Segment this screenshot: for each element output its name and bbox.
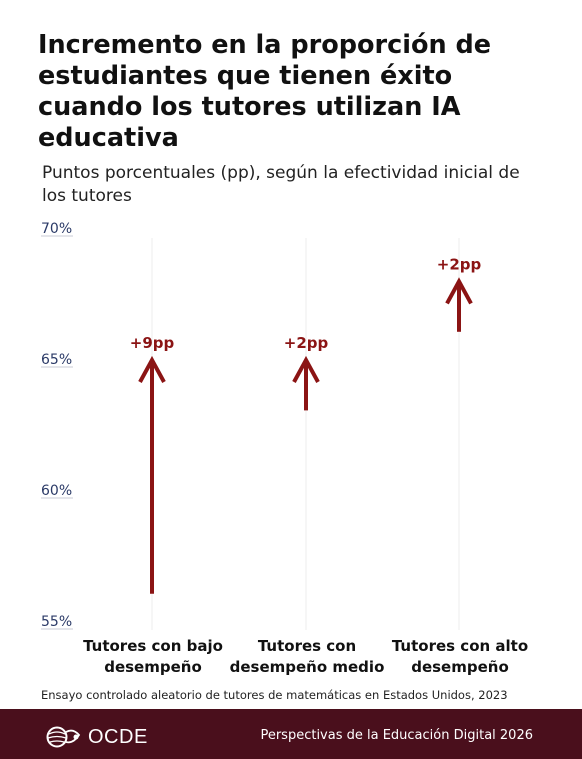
y-tick-label: 65% bbox=[41, 352, 72, 368]
arrow-head bbox=[445, 277, 473, 305]
chart-title: Incremento en la proporción de estudiant… bbox=[38, 30, 492, 153]
arrow-chart: 55% 60% 65% 70% +9pp +2pp +2pp Tutores con bajo… bbox=[41, 221, 528, 676]
oecd-globe-icon bbox=[46, 726, 81, 748]
change-label: +9pp bbox=[130, 334, 175, 352]
category-label: Tutores con alto desempeño bbox=[392, 637, 528, 676]
source-note: Ensayo controlado aleatorio de tutores d… bbox=[41, 688, 508, 702]
y-tick-label: 60% bbox=[41, 483, 72, 499]
oecd-logo: OCDE bbox=[46, 726, 148, 748]
arrow-head bbox=[138, 355, 166, 383]
y-tick-label: 70% bbox=[41, 221, 72, 237]
category-label: Tutores con desempeño medio bbox=[230, 637, 385, 676]
publication-name: Perspectivas de la Educación Digital 202… bbox=[260, 728, 533, 743]
arrow-head bbox=[292, 355, 320, 383]
change-label: +2pp bbox=[284, 334, 329, 352]
chart-subtitle: Puntos porcentuales (pp), según la efect… bbox=[42, 163, 520, 206]
y-tick-label: 55% bbox=[41, 614, 72, 630]
footer-bar: OCDE Perspectivas de la Educación Digita… bbox=[0, 709, 582, 759]
change-label: +2pp bbox=[437, 255, 482, 273]
oecd-logo-text: OCDE bbox=[88, 726, 148, 748]
category-label: Tutores con bajo desempeño bbox=[83, 637, 223, 676]
